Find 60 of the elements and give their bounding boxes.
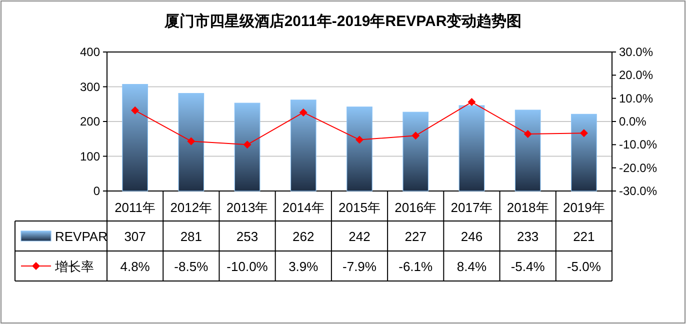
x-tick-label: 2019年: [562, 200, 605, 215]
x-tick-label: 2013年: [226, 200, 268, 215]
bar: [402, 112, 429, 192]
y-tick-label: 300: [80, 80, 100, 94]
x-tick-label: 2017年: [450, 200, 493, 215]
bar: [346, 106, 372, 192]
y2-tick-label: 0.0%: [619, 114, 647, 128]
point: [243, 140, 252, 149]
data-label: -7.9%: [342, 259, 377, 274]
x-tick-label: 2012年: [170, 200, 212, 215]
x-tick-label: 2011年: [114, 200, 156, 215]
data-label: -10.0%: [226, 259, 268, 274]
data-label: 253: [236, 229, 258, 244]
data-label: 227: [404, 229, 426, 244]
y2-tick-label: -30.0%: [619, 184, 658, 198]
y-tick-label: 400: [80, 45, 100, 59]
data-label: 307: [124, 229, 146, 244]
point: [356, 136, 364, 144]
bar: [514, 110, 541, 192]
data-label: 262: [292, 229, 314, 244]
point: [299, 108, 308, 116]
bar: [458, 105, 485, 192]
data-label: -8.5%: [174, 259, 209, 274]
y-tick-label: 0: [93, 184, 100, 198]
y-tick-label: 200: [80, 114, 100, 128]
data-label: -6.1%: [398, 259, 434, 274]
data-label: 221: [573, 229, 595, 244]
point: [580, 129, 588, 138]
y2-tick-label: 20.0%: [619, 68, 654, 82]
bar: [571, 114, 597, 192]
bar: [178, 93, 204, 192]
data-label: 4.8%: [120, 259, 150, 274]
bar: [290, 100, 316, 192]
x-tick-label: 2015年: [338, 200, 380, 215]
bar: [234, 102, 260, 192]
y2-tick-label: 10.0%: [619, 91, 654, 106]
data-label: 281: [180, 229, 202, 244]
point: [468, 98, 476, 106]
data-label: -5.4%: [510, 259, 546, 274]
chart-title: 厦门市四星级酒店2011年-2019年REVPAR变动趋势图: [163, 12, 522, 30]
y2-tick-label: -20.0%: [619, 160, 658, 175]
legend-label: REVPAR: [55, 229, 108, 244]
point: [187, 137, 196, 146]
data-label: 246: [460, 229, 483, 244]
data-label: 242: [348, 229, 370, 244]
point: [131, 106, 140, 114]
bar: [122, 84, 148, 192]
data-label: 8.4%: [456, 259, 487, 274]
x-tick-label: 2018年: [506, 200, 549, 215]
x-tick-label: 2016年: [394, 200, 437, 215]
y-tick-label: 100: [80, 149, 100, 164]
data-label: 3.9%: [288, 259, 319, 274]
data-label: -5.0%: [566, 259, 602, 274]
point: [412, 132, 420, 140]
point: [524, 130, 532, 138]
y2-tick-label: -10.0%: [619, 138, 658, 152]
y2-tick-label: 30.0%: [619, 45, 654, 59]
legend-label: 增长率: [54, 259, 94, 274]
data-label: 233: [516, 229, 539, 244]
x-tick-label: 2014年: [282, 200, 324, 215]
